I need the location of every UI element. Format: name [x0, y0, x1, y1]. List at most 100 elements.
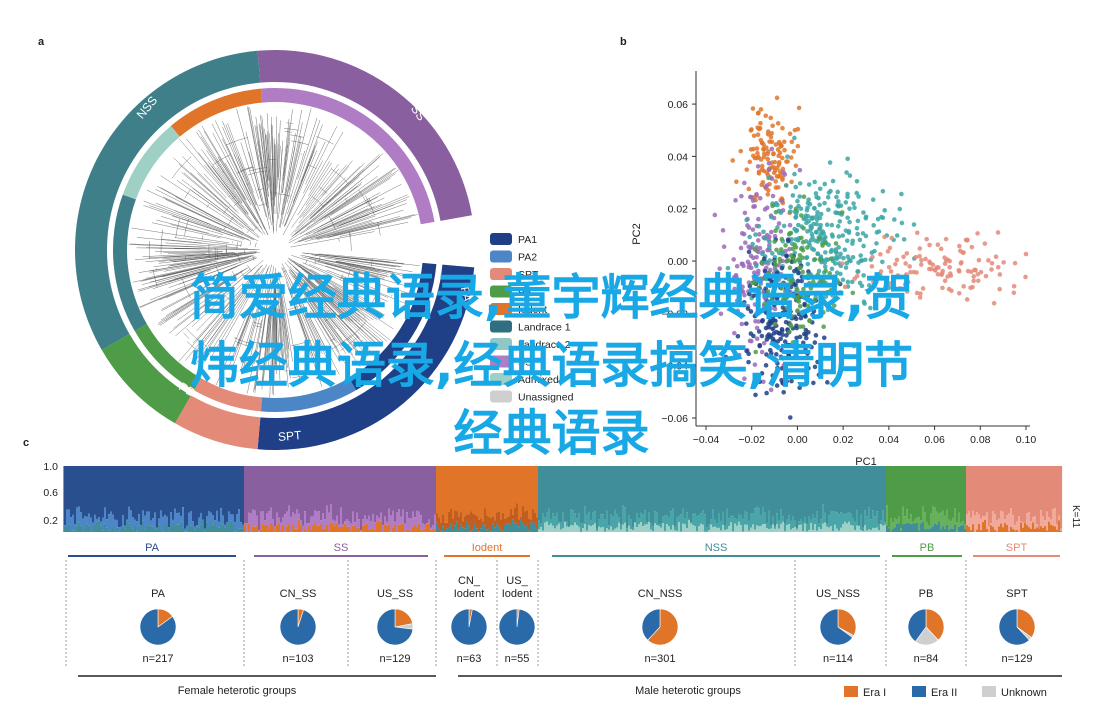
structure-bar-segment: [316, 466, 319, 512]
scatter-point: [773, 179, 779, 184]
scatter-point: [905, 279, 911, 285]
structure-bar-segment: [920, 466, 923, 521]
x-axis-label: PC1: [855, 456, 876, 468]
structure-bar-segment: [446, 522, 449, 529]
scatter-point: [982, 241, 988, 246]
structure-bar-segment: [550, 466, 553, 520]
structure-bar-segment: [584, 523, 587, 532]
scatter-point: [756, 216, 761, 222]
structure-bar-segment: [736, 525, 739, 532]
structure-bar-segment: [938, 513, 941, 522]
structure-bar-segment: [286, 526, 289, 532]
structure-bar-segment: [78, 466, 81, 507]
structure-bar-segment: [656, 512, 659, 526]
structure-bar-segment: [968, 511, 971, 527]
structure-bar-segment: [530, 466, 533, 520]
structure-bar-segment: [748, 520, 751, 531]
scatter-point: [782, 172, 788, 177]
structure-bar-segment: [856, 466, 859, 511]
structure-bar-segment: [582, 528, 585, 532]
structure-bar-segment: [538, 466, 541, 521]
structure-bar-segment: [132, 528, 135, 532]
scatter-point: [860, 231, 866, 236]
structure-bar-segment: [378, 466, 381, 518]
scatter-point: [956, 290, 962, 296]
scatter-point: [804, 220, 809, 226]
structure-bar-segment: [284, 466, 287, 515]
structure-bar-segment: [460, 466, 463, 513]
structure-bar-segment: [968, 526, 971, 532]
structure-y-tick: 0.2: [43, 515, 58, 527]
structure-bar-segment: [526, 524, 529, 532]
x-tick-label: −0.04: [693, 434, 720, 446]
structure-bar-segment: [326, 505, 329, 525]
scatter-point: [797, 194, 803, 199]
inner-ring-segment: [194, 378, 263, 412]
structure-bar-segment: [558, 523, 561, 532]
structure-bar-segment: [692, 524, 695, 532]
structure-bar-segment: [710, 466, 713, 520]
x-tick-label: 0.04: [879, 434, 900, 446]
scatter-point: [784, 379, 790, 384]
structure-bar-segment: [262, 466, 265, 512]
structure-bar-segment: [178, 524, 181, 532]
scatter-point: [803, 347, 808, 352]
scatter-point: [768, 320, 774, 325]
structure-bar-segment: [392, 510, 395, 528]
structure-bar-segment: [744, 524, 747, 532]
structure-bar-segment: [682, 466, 685, 509]
scatter-point: [770, 251, 775, 256]
scatter-point: [835, 202, 840, 208]
structure-bar-segment: [154, 529, 157, 532]
structure-bar-segment: [78, 522, 81, 532]
scatter-point: [847, 219, 852, 225]
structure-bar-segment: [402, 509, 405, 524]
structure-bar-segment: [494, 466, 497, 521]
structure-bar-segment: [1000, 466, 1003, 511]
scatter-point: [856, 260, 861, 265]
structure-bar-segment: [496, 512, 499, 525]
ring-segment-pb: [101, 334, 191, 424]
scatter-point: [791, 294, 797, 299]
structure-bar-segment: [160, 529, 163, 532]
structure-bar-segment: [964, 528, 967, 532]
scatter-point: [805, 205, 810, 210]
structure-bar-segment: [560, 529, 563, 532]
structure-bar-segment: [1026, 525, 1029, 532]
scatter-point: [790, 340, 796, 345]
structure-bar-segment: [940, 529, 943, 532]
structure-bar-segment: [818, 466, 821, 524]
structure-bar-segment: [1028, 527, 1031, 532]
structure-bar-segment: [922, 466, 925, 507]
scatter-point: [769, 131, 775, 136]
structure-bar-segment: [480, 518, 483, 529]
structure-bar-segment: [642, 466, 645, 515]
structure-bar-segment: [856, 525, 859, 532]
scatter-point: [801, 331, 807, 337]
structure-bar-segment: [688, 518, 691, 521]
structure-bar-segment: [226, 522, 229, 524]
scatter-point: [752, 280, 758, 285]
scatter-point: [911, 269, 917, 275]
structure-bar-segment: [114, 466, 117, 520]
scatter-point: [788, 230, 794, 236]
structure-bar-segment: [118, 466, 121, 528]
structure-bar-segment: [1024, 466, 1027, 523]
scatter-point: [773, 185, 779, 190]
structure-bar-segment: [846, 513, 849, 524]
scatter-point: [755, 374, 760, 380]
structure-bar-segment: [876, 527, 879, 532]
scatter-point: [781, 223, 787, 229]
structure-bar-segment: [802, 531, 805, 532]
structure-bar-segment: [486, 466, 489, 516]
structure-bar-segment: [618, 522, 621, 532]
scatter-point: [738, 245, 744, 251]
scatter-point: [762, 276, 767, 281]
structure-bar-segment: [220, 466, 223, 509]
structure-bar-segment: [226, 466, 229, 523]
structure-bar-segment: [192, 526, 195, 532]
structure-bar-segment: [784, 523, 787, 532]
structure-bar-segment: [804, 523, 807, 532]
structure-bar-segment: [102, 530, 105, 532]
structure-bar-segment: [862, 527, 865, 532]
